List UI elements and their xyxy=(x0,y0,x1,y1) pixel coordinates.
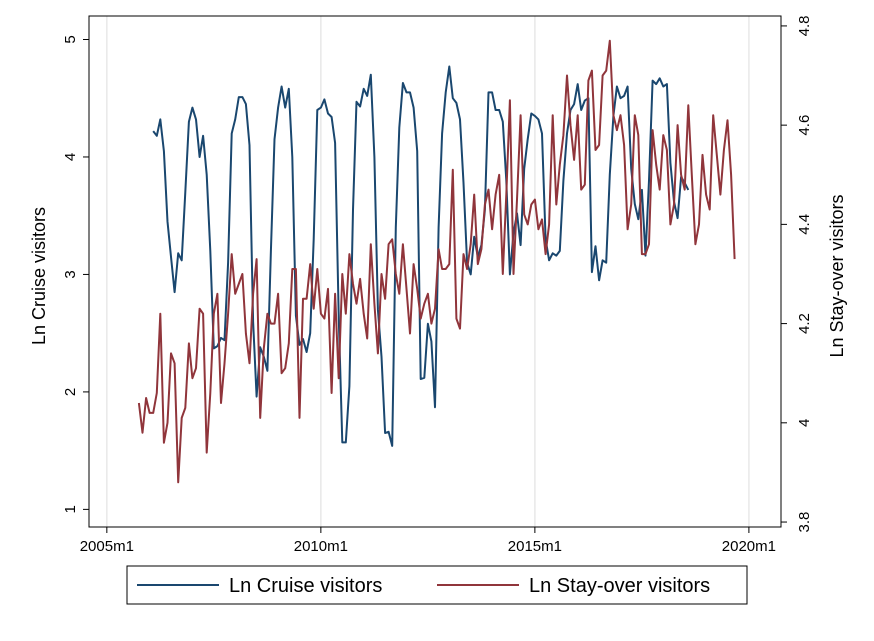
series-layer xyxy=(137,39,736,484)
left-y-tick-label: 2 xyxy=(62,388,79,396)
x-tick-label: 2020m1 xyxy=(722,538,776,555)
left-y-tick-label: 5 xyxy=(62,35,79,43)
grid-layer xyxy=(106,16,750,527)
legend: Ln Cruise visitors Ln Stay-over visitors xyxy=(126,565,748,605)
left-y-tick-label: 3 xyxy=(62,270,79,278)
right-y-tick-label: 4.4 xyxy=(796,214,813,235)
right-y-axis: 3.8 4 4.2 4.4 4.6 4.8 xyxy=(781,15,813,532)
x-tick-label: 2015m1 xyxy=(508,538,562,555)
right-y-tick-label: 3.8 xyxy=(796,512,813,533)
series-line-ln-cruise-visitors xyxy=(152,65,690,447)
right-y-tick-label: 4 xyxy=(796,419,813,427)
x-tick-label: 2005m1 xyxy=(80,538,134,555)
series-line-ln-stay-over-visitors xyxy=(137,39,736,484)
legend-label-cruise: Ln Cruise visitors xyxy=(229,575,382,597)
left-y-axis-title: Ln Cruise visitors xyxy=(29,207,49,345)
right-y-tick-label: 4.8 xyxy=(796,15,813,36)
x-tick-label: 2010m1 xyxy=(294,538,348,555)
right-y-tick-label: 4.6 xyxy=(796,115,813,136)
right-y-axis-title: Ln Stay-over visitors xyxy=(827,194,847,357)
left-y-tick-label: 1 xyxy=(62,505,79,513)
right-y-tick-label: 4.2 xyxy=(796,313,813,334)
x-axis: 2005m1 2010m1 2015m1 2020m1 xyxy=(80,527,776,555)
left-y-tick-label: 4 xyxy=(62,153,79,161)
left-y-axis: 1 2 3 4 5 xyxy=(62,35,89,514)
plot-area xyxy=(88,15,782,528)
legend-label-stayover: Ln Stay-over visitors xyxy=(529,575,710,597)
